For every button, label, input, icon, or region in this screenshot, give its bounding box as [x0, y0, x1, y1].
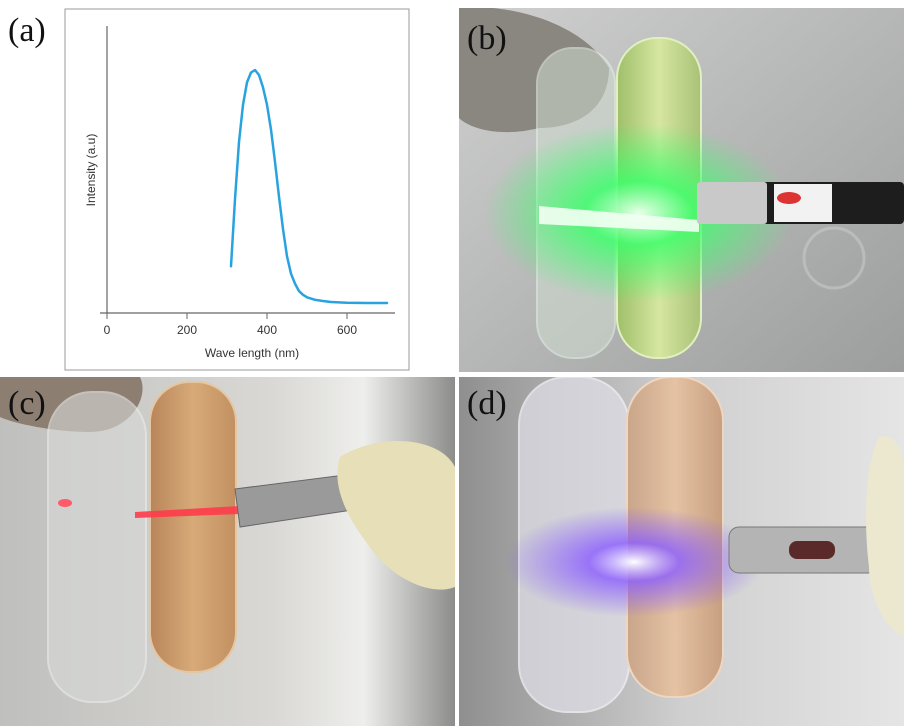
violet-laser-glow — [504, 507, 764, 617]
laser-pointer-tip — [697, 182, 767, 224]
panel-a-spectrum-chart: (a) 0 200 400 600 Wave length (nm) Intensit… — [0, 0, 455, 372]
x-axis-label: Wave length (nm) — [205, 346, 299, 360]
panel-b-green-laser-photo: (b) — [459, 8, 904, 372]
x-tick-label: 0 — [104, 323, 111, 337]
clear-test-tube — [47, 391, 147, 703]
sticker-red-mark — [777, 192, 801, 204]
panel-label-b: (b) — [467, 20, 507, 57]
orange-test-tube — [149, 381, 237, 673]
gloved-hand — [337, 440, 455, 590]
green-laser-glow — [484, 123, 794, 303]
laser-beam-path — [539, 206, 699, 232]
spectrum-chart: 0 200 400 600 Wave length (nm) Intensity (a… — [64, 8, 410, 371]
laser-pointer-window — [789, 541, 835, 559]
panel-label-c: (c) — [8, 385, 46, 422]
violet-laser-photo — [459, 377, 904, 726]
gloved-hand — [866, 436, 904, 637]
red-laser-spot — [58, 499, 72, 507]
x-tick-label: 400 — [257, 323, 277, 337]
panel-label-d: (d) — [467, 385, 507, 422]
x-tick-label: 600 — [337, 323, 357, 337]
green-laser-photo — [459, 8, 904, 372]
spectrum-curve-line — [229, 68, 389, 305]
y-axis-label: Intensity (a.u) — [84, 134, 98, 207]
chart-frame — [64, 8, 410, 371]
panel-d-violet-laser-photo: (d) — [459, 377, 904, 726]
background-circle — [802, 226, 866, 290]
red-laser-beam — [135, 506, 240, 518]
red-laser-photo — [0, 377, 455, 726]
panel-label-a: (a) — [8, 12, 46, 49]
x-ticks-group: 0 200 400 600 — [104, 313, 357, 337]
panel-c-red-laser-photo: (c) — [0, 377, 455, 726]
x-tick-label: 200 — [177, 323, 197, 337]
